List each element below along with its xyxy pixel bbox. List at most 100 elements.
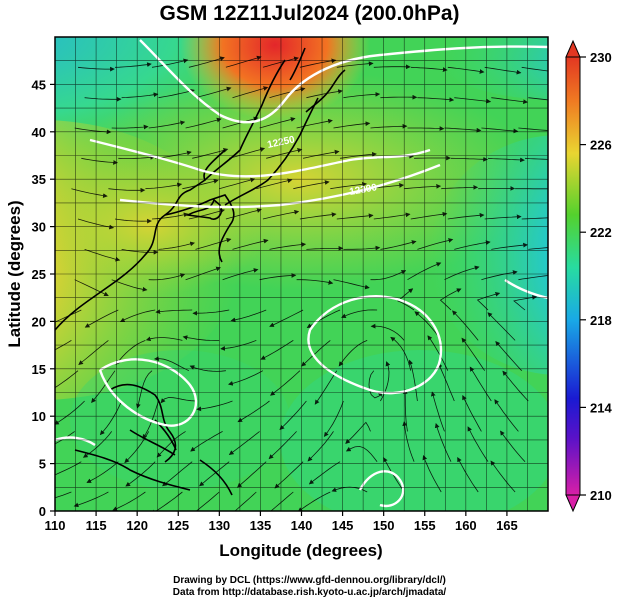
y-tick-label: 0	[39, 504, 46, 519]
streamline	[234, 491, 257, 511]
x-tick-label: 145	[332, 518, 354, 533]
streamline	[136, 370, 153, 409]
streamline	[99, 400, 122, 436]
streamline	[373, 64, 411, 70]
streamline	[518, 127, 548, 131]
streamline	[306, 89, 343, 99]
colorbar-min-arrow	[565, 494, 581, 513]
streamline	[308, 461, 341, 485]
x-tick-label: 135	[250, 518, 272, 533]
streamline	[84, 96, 122, 102]
streamline	[229, 147, 266, 159]
streamline	[188, 56, 225, 68]
streamline	[469, 366, 492, 402]
streamline	[78, 340, 109, 366]
streamline	[528, 97, 548, 101]
streamline	[195, 491, 220, 511]
streamline	[410, 211, 448, 220]
y-tick-label: 30	[32, 220, 46, 235]
streamline	[454, 97, 492, 104]
streamline	[160, 397, 196, 404]
streamline	[114, 218, 152, 224]
streamline	[422, 455, 442, 493]
streamline	[484, 66, 522, 75]
streamline	[270, 370, 301, 396]
streamline	[86, 461, 119, 483]
y-axis-label: Latitude (degrees)	[5, 200, 24, 347]
streamline	[314, 370, 338, 405]
colorbar-tick-label: 218	[590, 313, 612, 328]
colorbar: 210 214 218 222 226 230	[565, 39, 612, 513]
colorbar-ticks: 210 214 218 222 226 230	[580, 50, 612, 503]
y-tick-label: 35	[32, 172, 46, 187]
streamline	[417, 97, 455, 103]
streamline	[297, 491, 331, 511]
y-tick-label: 45	[32, 77, 46, 92]
streamline	[430, 391, 445, 432]
streamline	[323, 400, 344, 437]
grid-lines	[55, 37, 548, 511]
streamline	[380, 94, 418, 100]
streamline	[185, 266, 221, 281]
streamline	[112, 491, 146, 511]
y-tick-label: 40	[32, 125, 46, 140]
streamline	[444, 127, 482, 133]
streamline	[192, 309, 230, 316]
streamline	[481, 270, 518, 281]
streamline	[299, 212, 337, 220]
streamline	[454, 240, 491, 250]
streamline	[343, 91, 381, 99]
streamline	[380, 240, 417, 250]
streamline	[306, 245, 344, 251]
streamline	[343, 245, 381, 251]
streamline	[441, 184, 479, 190]
streamline	[260, 340, 294, 360]
streamline	[259, 117, 296, 129]
streamline	[232, 86, 269, 99]
streamline	[437, 362, 455, 402]
streamline	[225, 208, 262, 220]
colorbar-tick-label: 230	[590, 50, 612, 65]
streamline	[402, 421, 415, 462]
streamline	[417, 238, 454, 250]
streamline	[145, 182, 183, 190]
streamline	[370, 323, 405, 341]
streamline	[270, 491, 294, 511]
credit-line-dcl: Drawing by DCL (https://www.gfd-dennou.o…	[173, 575, 446, 586]
streamline	[185, 117, 222, 129]
x-tick-label: 120	[126, 518, 148, 533]
streamline	[408, 359, 418, 402]
streamline	[199, 461, 230, 487]
y-tick-label: 20	[32, 314, 46, 329]
streamline	[370, 123, 408, 129]
streamline	[189, 365, 226, 372]
streamline	[155, 309, 193, 315]
streamline	[73, 491, 109, 508]
streamline	[491, 242, 528, 250]
streamline	[340, 151, 377, 159]
streamline	[55, 370, 79, 389]
colorbar-tick-label: 214	[590, 400, 612, 415]
streamline	[269, 87, 306, 99]
streamline	[228, 370, 264, 386]
x-tick-label: 110	[45, 518, 66, 533]
y-tick-label: 15	[32, 362, 46, 377]
x-tick-label: 125	[167, 518, 189, 533]
streamline	[188, 208, 225, 220]
streamline	[269, 242, 307, 250]
streamline	[407, 262, 442, 281]
streamline	[228, 431, 260, 455]
streamline	[266, 148, 303, 159]
colorbar-tick-label: 222	[590, 225, 612, 240]
x-tick-label: 160	[455, 518, 477, 533]
streamline	[333, 121, 371, 129]
streamline	[269, 309, 304, 327]
streamline	[232, 238, 269, 250]
streamline	[55, 461, 82, 476]
coastlines	[55, 47, 346, 496]
y-tick-label: 10	[32, 409, 46, 424]
streamline	[119, 309, 156, 322]
x-axis-ticks: 110 115 120 125 130 135 140 145 150 155 160 165	[45, 511, 518, 533]
x-tick-label: 115	[86, 518, 107, 533]
